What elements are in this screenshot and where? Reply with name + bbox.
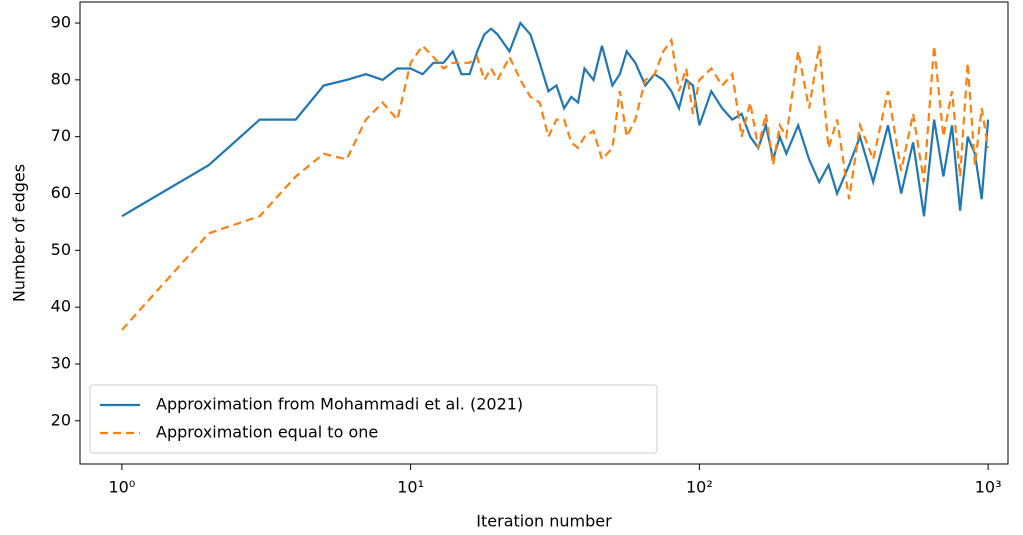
line-series <box>121 37 990 331</box>
y-tick-label: 40 <box>51 297 71 316</box>
y-axis-label: Number of edges <box>10 164 29 302</box>
y-tick-label: 70 <box>51 126 71 145</box>
x-axis-label: Iteration number <box>476 512 612 531</box>
y-tick-label: 30 <box>51 353 71 372</box>
x-tick-label: 10¹ <box>397 478 424 497</box>
x-tick-label: 10⁰ <box>109 478 136 497</box>
x-tick-label: 10³ <box>975 478 1002 497</box>
legend-box <box>89 384 658 454</box>
plot-frame <box>79 1 1009 465</box>
x-tick-label: 10² <box>686 478 713 497</box>
y-tick-label: 60 <box>51 183 71 202</box>
y-tick-label: 20 <box>51 410 71 429</box>
y-tick-label: 50 <box>51 240 71 259</box>
legend-label: Approximation equal to one <box>156 423 378 442</box>
legend-label: Approximation from Mohammadi et al. (202… <box>156 395 523 414</box>
line-series <box>121 20 990 218</box>
y-tick-label: 80 <box>51 69 71 88</box>
y-tick-label: 90 <box>51 13 71 32</box>
